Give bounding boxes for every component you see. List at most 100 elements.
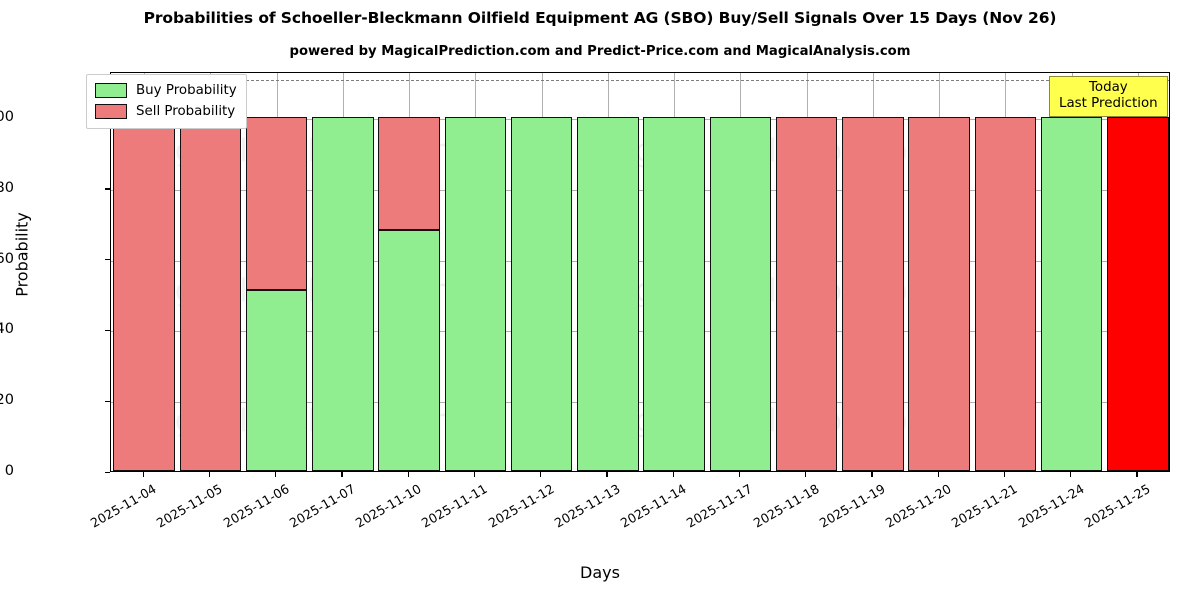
bar-group[interactable] [444,73,507,471]
x-tick-label: 2025-11-13 [551,481,623,531]
x-tick-label: 2025-11-25 [1081,481,1153,531]
x-tick-mark [275,472,277,477]
x-tick-mark [142,472,144,477]
threshold-line [111,80,1169,82]
bar-group[interactable] [510,73,573,471]
x-tick-mark [473,472,476,477]
bar-segment-sell[interactable] [842,117,904,471]
bar-segment-sell[interactable] [1107,117,1169,471]
x-tick-mark [1003,472,1006,477]
legend-swatch-sell [95,104,127,119]
chart-legend: Buy Probability Sell Probability [86,74,247,129]
legend-swatch-buy [95,83,127,98]
bar-group[interactable] [577,73,639,471]
bar-group[interactable] [113,73,175,471]
bar-group[interactable] [245,73,308,471]
gridline-horizontal [111,331,1169,333]
x-tick-mark [937,472,939,477]
bar-group[interactable] [709,73,772,471]
legend-item-buy: Buy Probability [95,80,237,101]
bar-segment-buy[interactable] [709,117,772,471]
bar-segment-sell[interactable] [113,117,175,471]
y-tick-label: 100 [0,109,14,126]
x-tick-label: 2025-11-19 [816,481,888,531]
y-axis-label: Probability [12,212,32,297]
x-tick-mark [738,472,741,477]
bar-segment-buy[interactable] [312,117,374,471]
x-axis-label: Days [580,563,620,582]
bar-group[interactable] [1107,73,1169,471]
y-tick-mark [105,471,110,473]
legend-label-sell: Sell Probability [136,104,236,119]
chart-title: Probabilities of Schoeller-Bleckmann Oil… [143,9,1057,27]
x-tick-label: 2025-11-10 [352,481,424,531]
x-tick-mark [208,472,211,477]
plot-area: MagicalAnalysis.comMagicalPrediction.com… [110,72,1170,472]
x-tick-mark [341,472,343,477]
x-tick-label: 2025-11-07 [286,481,358,531]
bar-group[interactable] [1040,73,1103,471]
bar-segment-sell[interactable] [908,117,970,471]
x-tick-label: 2025-11-24 [1015,481,1087,531]
bar-group[interactable] [643,73,705,471]
x-tick-mark [672,472,674,477]
x-tick-label: 2025-11-17 [684,481,756,531]
x-tick-label: 2025-11-20 [882,481,954,531]
x-tick-label: 2025-11-05 [154,481,226,531]
x-tick-label: 2025-11-11 [419,481,491,531]
bar-segment-sell[interactable] [378,117,440,231]
y-tick-mark [105,188,110,190]
x-tick-label: 2025-11-04 [87,481,159,531]
bar-group[interactable] [775,73,838,471]
bar-segment-sell[interactable] [974,117,1037,471]
bar-segment-buy[interactable] [1040,117,1103,471]
legend-label-buy: Buy Probability [136,83,237,98]
x-tick-label: 2025-11-06 [220,481,292,531]
x-tick-label: 2025-11-21 [949,481,1021,531]
gridline-horizontal [111,260,1169,262]
chart-subtitle: powered by MagicalPrediction.com and Pre… [289,44,911,59]
bar-group[interactable] [908,73,970,471]
bar-group[interactable] [974,73,1037,471]
today-annotation: Today Last Prediction [1049,76,1168,117]
x-tick-mark [407,472,409,477]
bar-group[interactable] [378,73,440,471]
bar-segment-buy[interactable] [510,117,573,471]
bar-segment-buy[interactable] [245,290,308,471]
bar-segment-buy[interactable] [643,117,705,471]
bar-segment-sell[interactable] [775,117,838,471]
bar-segment-buy[interactable] [378,230,440,471]
y-tick-mark [105,259,110,261]
bar-group[interactable] [179,73,242,471]
x-tick-mark [1070,472,1072,477]
x-tick-label: 2025-11-12 [485,481,557,531]
y-tick-label: 60 [0,250,14,267]
bar-segment-sell[interactable] [245,117,308,291]
y-tick-mark [105,329,110,332]
x-tick-label: 2025-11-18 [750,481,822,531]
x-tick-mark [540,472,542,477]
y-tick-mark [105,400,110,402]
bar-group[interactable] [842,73,904,471]
y-tick-label: 20 [0,392,14,409]
legend-item-sell: Sell Probability [95,101,237,122]
x-tick-mark [1136,472,1138,477]
today-line1: Today [1088,80,1128,95]
y-tick-label: 0 [4,463,14,479]
y-tick-label: 80 [0,179,14,196]
x-tick-label: 2025-11-14 [617,481,689,531]
x-tick-mark [606,472,608,477]
bar-segment-buy[interactable] [444,117,507,471]
gridline-horizontal [111,119,1169,121]
gridline-horizontal [111,402,1169,404]
x-tick-mark [805,472,807,477]
y-tick-mark [105,117,110,119]
x-tick-mark [871,472,873,477]
bar-group[interactable] [312,73,374,471]
bar-segment-sell[interactable] [179,117,242,471]
y-tick-label: 40 [0,321,14,338]
bar-segment-buy[interactable] [577,117,639,471]
gridline-horizontal [111,189,1169,191]
today-line2: Last Prediction [1059,95,1158,111]
